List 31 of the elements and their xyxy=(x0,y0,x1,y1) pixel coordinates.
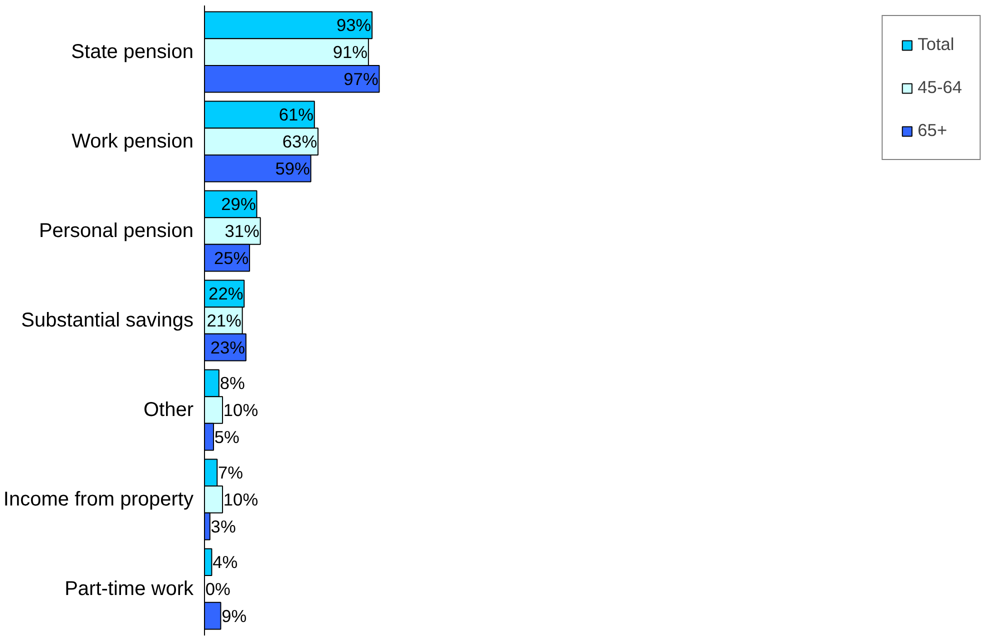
data-label: 91% xyxy=(332,42,368,62)
data-label: 21% xyxy=(206,310,242,330)
data-label: 63% xyxy=(282,132,318,152)
y-tick-label: Substantial savings xyxy=(21,310,194,332)
legend-label: 65+ xyxy=(918,120,948,141)
y-tick-label: Income from property xyxy=(3,488,194,510)
data-label: 25% xyxy=(214,248,249,268)
y-tick-label: Part-time work xyxy=(64,578,194,600)
legend-label: 45-64 xyxy=(918,77,962,98)
data-label: 7% xyxy=(218,462,244,483)
data-label: 61% xyxy=(278,104,314,125)
y-tick-label: Personal pension xyxy=(38,220,194,242)
data-label: 93% xyxy=(336,15,372,36)
y-tick-label: Work pension xyxy=(72,130,194,153)
data-label: 31% xyxy=(224,221,260,242)
data-label: 10% xyxy=(223,489,258,510)
data-label: 97% xyxy=(344,68,378,89)
data-label: 9% xyxy=(222,606,247,626)
data-label: 8% xyxy=(220,373,245,394)
data-label: 29% xyxy=(221,194,256,214)
data-label: 4% xyxy=(212,552,238,572)
data-label: 10% xyxy=(223,400,258,420)
data-label: 3% xyxy=(210,516,236,536)
legend-label: Total xyxy=(918,34,954,55)
data-label: 23% xyxy=(210,337,246,358)
y-tick-label: State pension xyxy=(71,41,194,64)
data-label: 5% xyxy=(214,426,240,447)
data-label: 59% xyxy=(275,158,310,178)
data-label: 0% xyxy=(205,578,230,599)
y-tick-label: Other xyxy=(143,398,194,421)
data-label: 22% xyxy=(208,284,244,304)
